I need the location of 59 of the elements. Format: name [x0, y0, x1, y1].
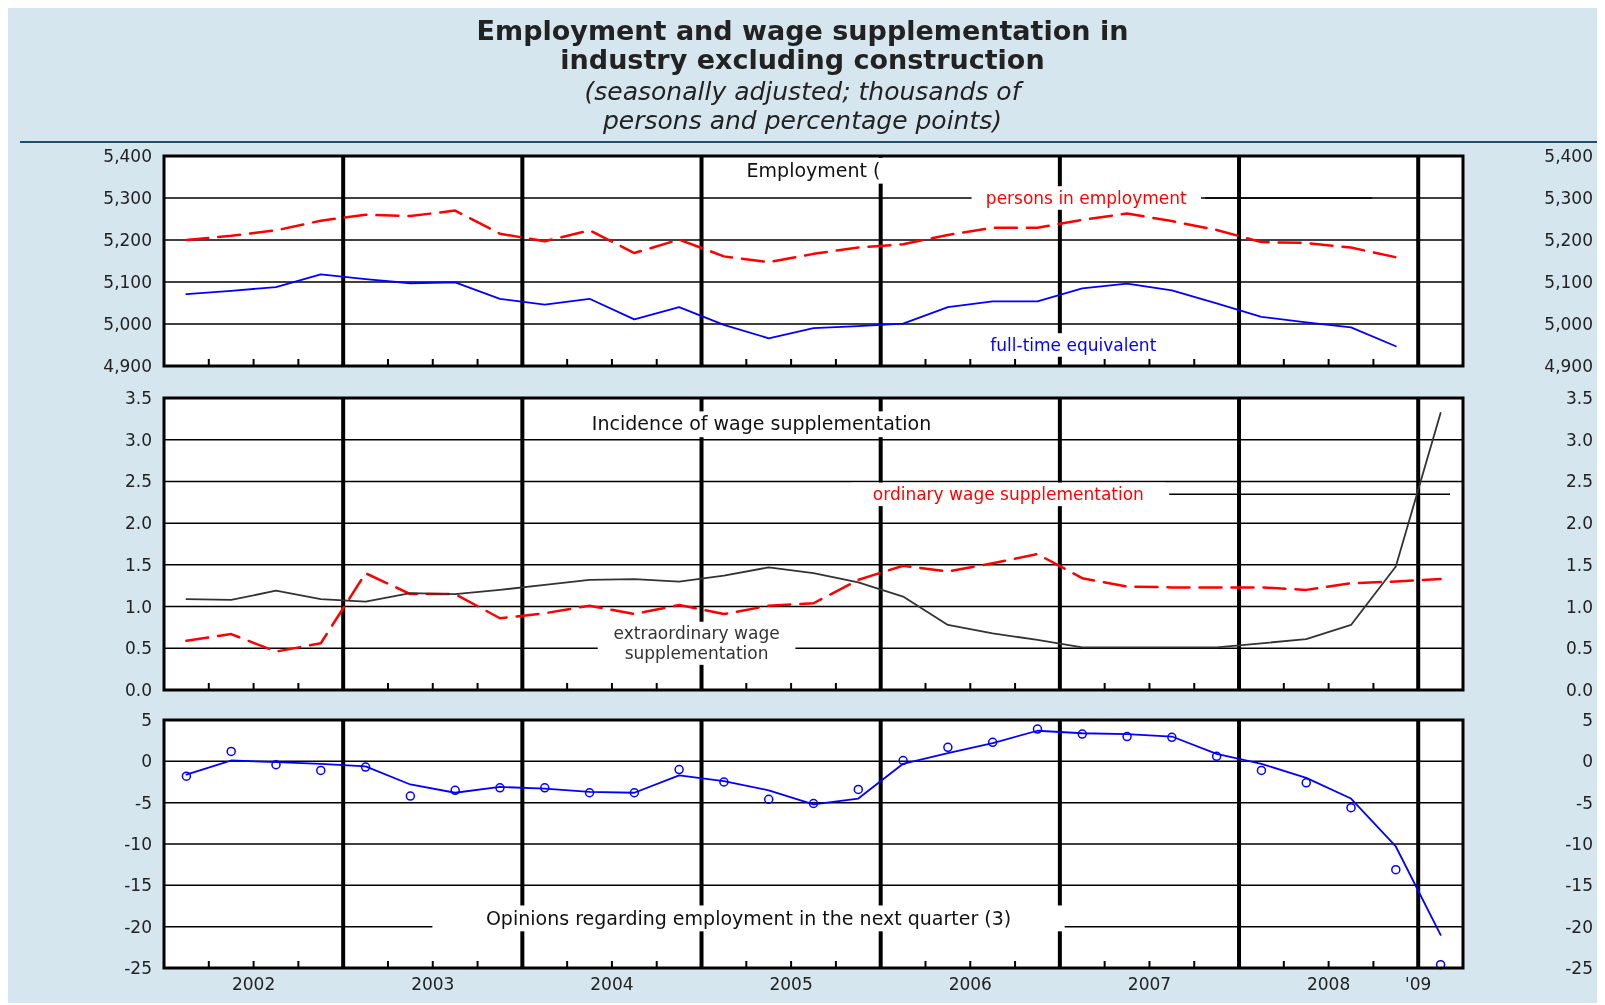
y2-tick-label: 1.0: [1565, 596, 1593, 617]
y2-tick-label: 0.0: [1565, 680, 1593, 700]
annotation: Opinions regarding employment in the next quarter (3): [485, 906, 1012, 929]
y-tick-label: 0.0: [124, 680, 152, 700]
y2-tick-label: 2.5: [1565, 471, 1593, 492]
y2-tick-label: -15: [1565, 875, 1593, 896]
y2-tick-label: -5: [1576, 792, 1593, 813]
y-tick-label: 0: [141, 751, 152, 772]
y2-tick-label: 1.5: [1565, 554, 1593, 575]
y2-tick-label: 5,100: [1544, 272, 1593, 292]
x-tick-label: 2008: [1306, 974, 1351, 994]
y-tick-label: -25: [124, 958, 152, 978]
text: ordinary wage supplementation: [872, 483, 1144, 504]
y2-tick-label: 3.5: [1565, 388, 1593, 408]
x-tick-label: 2006: [948, 974, 992, 994]
y2-tick-label: -20: [1565, 916, 1593, 937]
x-tick-label: 2003: [411, 974, 455, 994]
y-tick-label: -20: [124, 916, 152, 937]
y2-tick-label: 5: [1582, 710, 1593, 730]
y-tick-label: 5,000: [103, 314, 152, 334]
y-tick-label: 2.5: [124, 471, 152, 492]
y-tick-label: -10: [124, 834, 152, 854]
x-tick-label: 2007: [1127, 974, 1172, 994]
y2-tick-label: 0: [1582, 751, 1593, 772]
y2-tick-label: 4,900: [1544, 356, 1593, 376]
chart-subtitle: (seasonally adjusted; thousands of persons and percentage points): [584, 77, 1024, 135]
y2-tick-label: 5,200: [1544, 230, 1593, 250]
y-tick-label: 5,300: [103, 188, 152, 208]
text: extraordinary wage supplementation: [613, 623, 780, 663]
y2-tick-label: 2.0: [1565, 513, 1593, 534]
y2-tick-label: 5,000: [1544, 314, 1593, 334]
y2-tick-label: 3.0: [1565, 429, 1593, 450]
y-tick-label: 0.5: [124, 638, 152, 659]
y-tick-label: -5: [135, 792, 152, 813]
y-tick-label: 4,900: [103, 356, 152, 376]
y-tick-label: 1.0: [124, 596, 152, 617]
x-tick-label: 2002: [231, 974, 276, 994]
y-tick-label: 3.0: [124, 429, 152, 450]
y2-tick-label: 5,300: [1544, 188, 1593, 208]
chart-title: Employment and wage supplementation in industry excluding construction: [476, 15, 1129, 75]
x-tick-label: '09: [1405, 974, 1432, 994]
series-label: persons in employment: [985, 187, 1188, 208]
y-tick-label: 2.0: [124, 513, 152, 534]
annotation: Employment (: [746, 158, 881, 181]
y-tick-label: 3.5: [124, 388, 152, 408]
y2-tick-label: -25: [1565, 958, 1593, 978]
annotation: Incidence of wage supplementation: [591, 412, 932, 435]
y-tick-label: 5,400: [103, 146, 152, 166]
series-label: full-time equivalent: [990, 334, 1157, 355]
y2-tick-label: -10: [1565, 834, 1593, 854]
y-tick-label: 5,100: [103, 272, 152, 292]
y-tick-label: -15: [124, 875, 152, 896]
y-tick-label: 1.5: [124, 554, 152, 575]
y2-tick-label: 5,400: [1544, 146, 1593, 166]
x-tick-label: 2004: [590, 974, 634, 994]
y-tick-label: 5: [141, 710, 152, 730]
y-tick-label: 5,200: [103, 230, 152, 250]
x-tick-label: 2005: [769, 974, 813, 994]
y2-tick-label: 0.5: [1565, 638, 1593, 659]
